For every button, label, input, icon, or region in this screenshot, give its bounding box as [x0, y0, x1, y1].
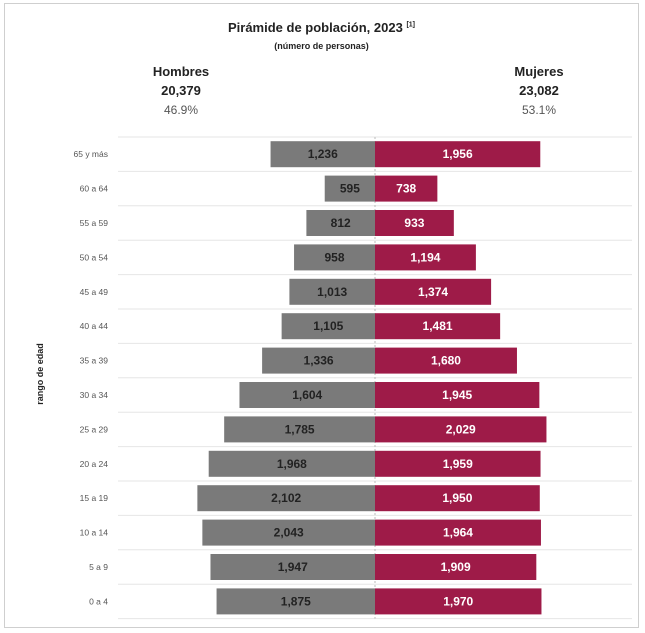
bar-label-hombres: 1,013: [317, 285, 347, 299]
bar-hombres: [270, 141, 375, 168]
age-tick-label: 35 a 39: [80, 356, 109, 366]
bar-label-mujeres: 1,959: [443, 457, 473, 471]
bar-hombres: [324, 175, 375, 202]
bar-mujeres: [375, 244, 476, 271]
women-percent: 53.1%: [521, 103, 557, 117]
bar-mujeres: [375, 519, 541, 546]
bar-hombres: [262, 347, 375, 374]
bar-label-hombres: 958: [325, 250, 345, 264]
bar-label-mujeres: 1,950: [442, 491, 472, 505]
bar-label-hombres: 1,947: [278, 560, 308, 574]
bar-label-mujeres: 1,481: [423, 319, 453, 333]
age-tick-label: 55 a 59: [80, 218, 109, 228]
men-summary: Hombres 20,379 46.9%: [121, 64, 241, 117]
age-tick-label: 40 a 44: [80, 321, 109, 331]
age-tick-label: 15 a 19: [80, 493, 109, 503]
age-tick-label: 60 a 64: [80, 184, 109, 194]
bar-label-hombres: 1,968: [277, 457, 307, 471]
bar-mujeres: [375, 554, 537, 580]
bar-hombres: [197, 485, 375, 512]
bar-label-mujeres: 738: [396, 182, 416, 196]
bar-mujeres: [375, 347, 517, 374]
bar-mujeres: [375, 313, 501, 340]
bar-label-hombres: 1,236: [308, 147, 338, 161]
men-total: 20,379: [161, 83, 201, 98]
age-tick-label: 30 a 34: [80, 390, 109, 400]
age-tick-label: 0 a 4: [89, 596, 108, 606]
bar-mujeres: [375, 175, 438, 202]
women-total: 23,082: [519, 83, 559, 98]
bar-label-mujeres: 1,964: [443, 526, 473, 540]
bar-mujeres: [375, 382, 540, 408]
age-tick-label: 25 a 29: [80, 424, 109, 434]
bar-label-hombres: 1,875: [281, 594, 311, 608]
bar-hombres: [202, 519, 375, 546]
bar-mujeres: [375, 416, 547, 443]
bar-label-mujeres: 1,194: [410, 250, 440, 264]
bar-hombres: [216, 588, 375, 615]
bar-label-hombres: 1,785: [285, 422, 315, 436]
age-tick-label: 5 a 9: [89, 562, 108, 572]
age-tick-label: 50 a 54: [80, 252, 109, 262]
bar-label-hombres: 2,043: [274, 526, 304, 540]
bar-label-mujeres: 1,970: [443, 594, 473, 608]
bar-mujeres: [375, 588, 542, 615]
bar-label-mujeres: 1,374: [418, 285, 448, 299]
bar-label-hombres: 1,336: [304, 354, 334, 368]
bar-hombres: [224, 416, 375, 443]
age-tick-label: 20 a 24: [80, 459, 109, 469]
bar-label-mujeres: 933: [404, 216, 424, 230]
men-percent: 46.9%: [163, 103, 199, 117]
age-tick-label: 10 a 14: [80, 528, 109, 538]
bar-hombres: [306, 210, 375, 236]
chart-subtitle: (número de personas): [274, 41, 369, 51]
age-tick-label: 45 a 49: [80, 287, 109, 297]
bar-mujeres: [375, 141, 541, 168]
bar-mujeres: [375, 278, 492, 305]
bar-label-hombres: 1,105: [313, 319, 343, 333]
bar-hombres: [210, 554, 375, 580]
bar-label-hombres: 2,102: [271, 491, 301, 505]
bar-label-hombres: 812: [331, 216, 351, 230]
bar-label-hombres: 1,604: [292, 388, 322, 402]
bar-mujeres: [375, 485, 540, 512]
bar-mujeres: [375, 210, 454, 236]
bar-hombres: [239, 382, 375, 408]
age-tick-label: 65 y más: [74, 149, 109, 159]
bar-label-mujeres: 1,956: [443, 147, 473, 161]
men-label: Hombres: [152, 64, 210, 79]
chart-title: Pirámide de población, 2023 [1]: [227, 20, 416, 35]
title-note: [1]: [406, 21, 416, 29]
bar-label-mujeres: 2,029: [446, 422, 476, 436]
bar-hombres: [281, 313, 375, 340]
bar-hombres: [289, 278, 375, 305]
women-label: Mujeres: [514, 64, 564, 79]
bar-label-mujeres: 1,680: [431, 354, 461, 368]
bar-label-hombres: 595: [340, 182, 360, 196]
bar-label-mujeres: 1,945: [442, 388, 472, 402]
women-summary: Mujeres 23,082 53.1%: [479, 64, 599, 117]
bar-hombres: [294, 244, 375, 271]
bar-mujeres: [375, 450, 541, 477]
bar-label-mujeres: 1,909: [441, 560, 471, 574]
bar-hombres: [208, 450, 375, 477]
